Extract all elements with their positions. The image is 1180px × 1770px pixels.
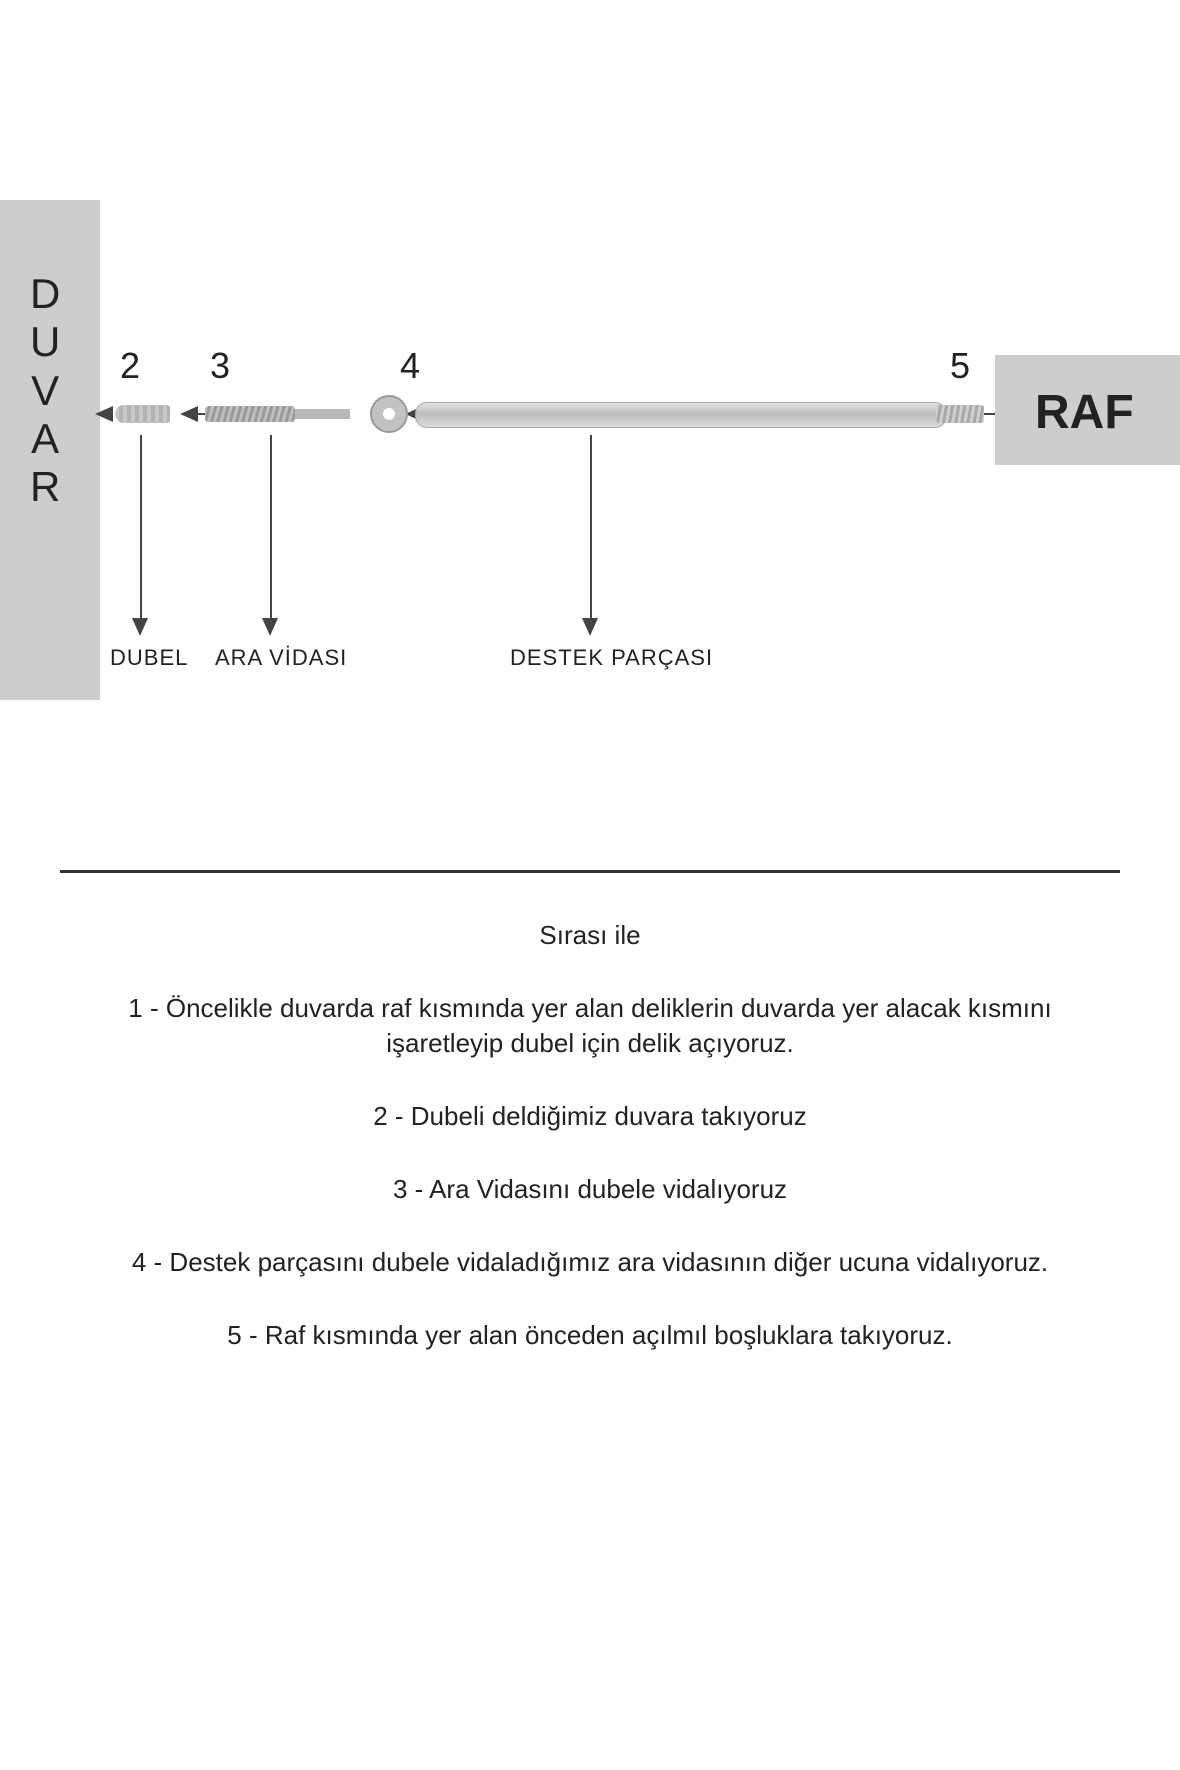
arrow-down-icon [582, 618, 598, 636]
wall-label: D U V A R [30, 270, 64, 511]
step-number-5: 5 [950, 345, 970, 387]
shelf-label: RAF [1035, 385, 1134, 440]
arrow-down-icon [132, 618, 148, 636]
instructions-block: Sırası ile 1 - Öncelikle duvarda raf kıs… [110, 920, 1070, 1392]
step-number-2: 2 [120, 345, 140, 387]
divider-line [60, 870, 1120, 873]
arrow-left-icon [95, 406, 113, 422]
label-line [270, 435, 272, 620]
part-label-aravidasi: ARA VİDASI [215, 645, 347, 671]
screw-thread-icon [205, 406, 295, 422]
step-number-3: 3 [210, 345, 230, 387]
instructions-title: Sırası ile [110, 920, 1070, 951]
label-line [590, 435, 592, 620]
page: D U V A R RAF 2 3 4 5 DUBEL [0, 0, 1180, 1770]
instruction-step: 3 - Ara Vidasını dubele vidalıyoruz [110, 1172, 1070, 1207]
assembly-diagram: D U V A R RAF 2 3 4 5 DUBEL [0, 200, 1180, 750]
washer-icon [370, 395, 408, 433]
step-number-4: 4 [400, 345, 420, 387]
label-line [140, 435, 142, 620]
dubel-part-icon [115, 405, 170, 423]
instruction-step: 2 - Dubeli deldiğimiz duvara takıyoruz [110, 1099, 1070, 1134]
arrow-left-icon [180, 406, 198, 422]
instruction-step: 4 - Destek parçasını dubele vidaladığımı… [110, 1245, 1070, 1280]
support-rod-icon [415, 402, 947, 428]
instruction-step: 1 - Öncelikle duvarda raf kısmında yer a… [110, 991, 1070, 1061]
rod-thread-icon [936, 405, 984, 423]
part-label-dubel: DUBEL [110, 645, 188, 671]
part-label-destek: DESTEK PARÇASI [510, 645, 713, 671]
arrow-down-icon [262, 618, 278, 636]
screw-shaft-icon [295, 409, 350, 419]
instruction-step: 5 - Raf kısmında yer alan önceden açılmı… [110, 1318, 1070, 1353]
